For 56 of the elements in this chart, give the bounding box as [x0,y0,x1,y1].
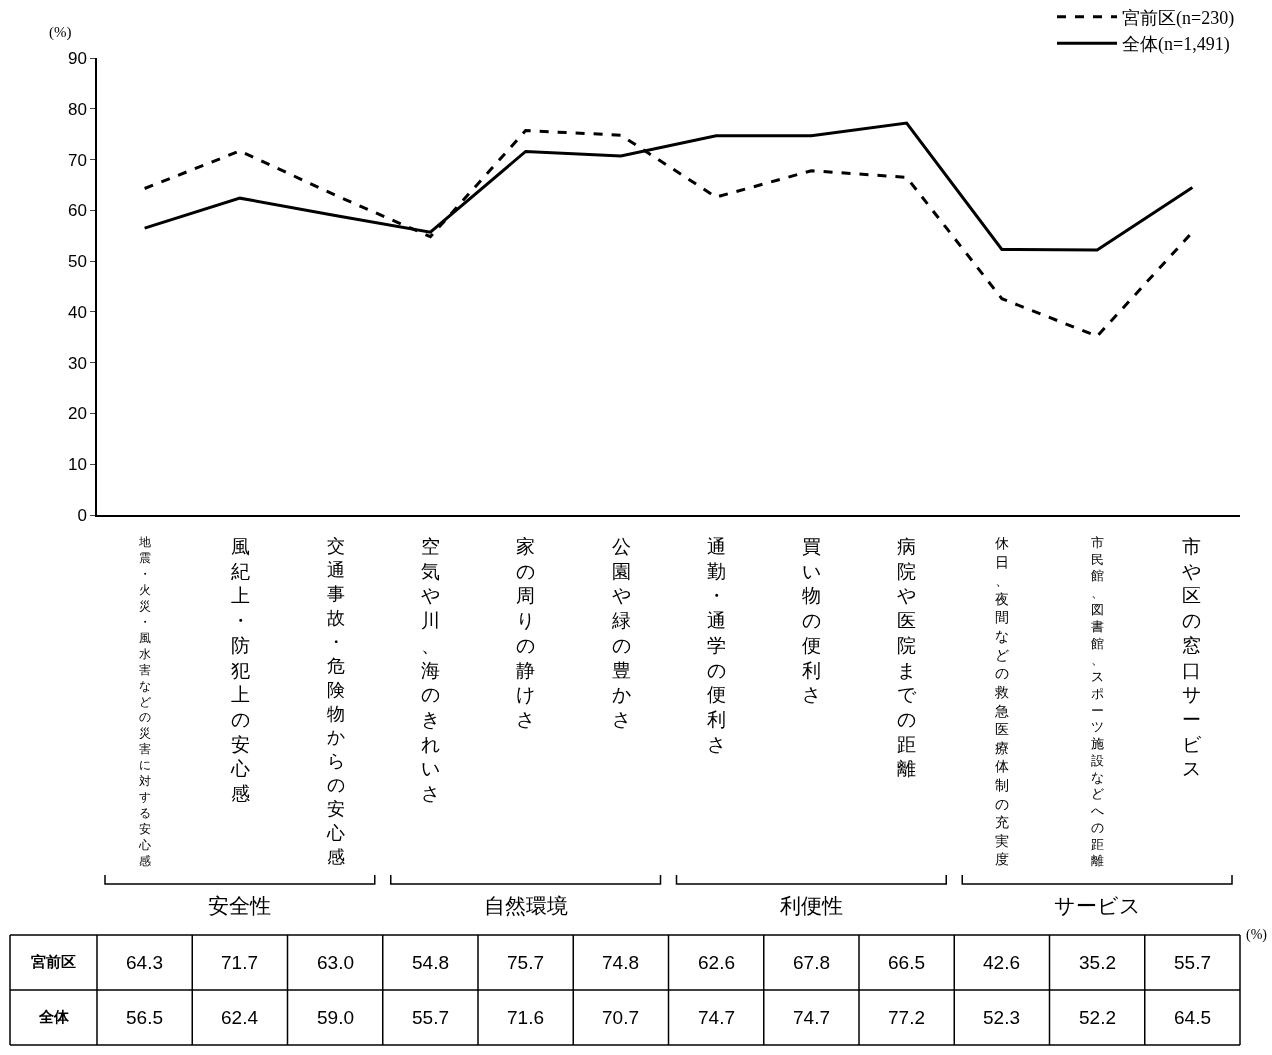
data-label: 55.7 [412,1007,449,1028]
x-tick-label: 家の周りの静けさ [516,535,535,730]
data-label: 56.5 [126,1007,163,1028]
data-label: 74.8 [602,952,639,973]
y-axis-title: (%) [49,24,72,41]
text: 自然環境 [484,894,568,918]
category-label: 病院や医院までの距離 [897,535,916,780]
data-label: 71.7 [221,952,258,973]
category-label: 風紀上・防犯上の安心感 [231,535,250,804]
data-label: 64.5 [1174,1007,1211,1028]
text: (%) [1246,927,1268,943]
y-tick-label: 50 [67,252,87,272]
data-label: 75.7 [507,952,544,973]
category-label: 市や区の窓口サービス [1182,535,1201,780]
data-label: 35.2 [1079,952,1116,973]
x-tick-label: 買い物の便利さ [802,535,821,706]
text: 全体 [38,1008,70,1026]
category-label: 交通事故・危険物からの安心感 [327,535,345,868]
legend-label: 宮前区(n=230) [1122,7,1235,29]
text: 安全性 [208,894,271,918]
y-tick-label: 90 [67,48,87,68]
data-label: 63.0 [317,952,354,973]
data-label: 74.7 [698,1007,735,1028]
data-label: 70.7 [602,1007,639,1028]
data-label: 52.3 [983,1007,1020,1028]
data-label: 62.6 [698,952,735,973]
text: 利便性 [780,894,843,918]
y-tick-label: 70 [67,150,87,170]
y-tick-label: 10 [67,455,87,475]
y-tick-label: 60 [67,201,87,221]
y-tick-label: 0 [77,505,87,525]
data-label: 64.3 [126,952,163,973]
data-label: 52.2 [1079,1007,1116,1028]
data-label: 62.4 [221,1007,259,1028]
category-label: 空気や川、海のきれいさ [421,535,440,804]
data-label: 77.2 [888,1007,925,1028]
data-label: 74.7 [793,1007,830,1028]
text: サービス [1054,894,1141,918]
data-label: 55.7 [1174,952,1211,973]
category-label: 地震・火災・風水害などの災害に対する安心感 [139,535,151,869]
y-tick-label: 40 [67,302,87,322]
data-label: 59.0 [317,1007,354,1028]
legend-label: 全体(n=1,491) [1122,34,1230,56]
x-tick-label: 公園や緑の豊かさ [611,535,631,730]
data-label: 67.8 [793,952,830,973]
y-tick-label: 30 [67,353,87,373]
category-label: 市民館、図書館、スポーツ施設などへの距離 [1091,535,1104,869]
text: 宮前区 [31,953,76,971]
data-label: 54.8 [412,952,449,973]
data-label: 42.6 [983,952,1020,973]
y-tick-label: 20 [67,404,87,424]
category-label: 通勤・通学の便利さ [707,535,726,755]
y-tick-label: 80 [67,99,87,119]
data-label: 66.5 [888,952,925,973]
data-label: 71.6 [507,1007,544,1028]
category-label: 休日、夜間などの救急医療体制の充実度 [995,535,1009,868]
